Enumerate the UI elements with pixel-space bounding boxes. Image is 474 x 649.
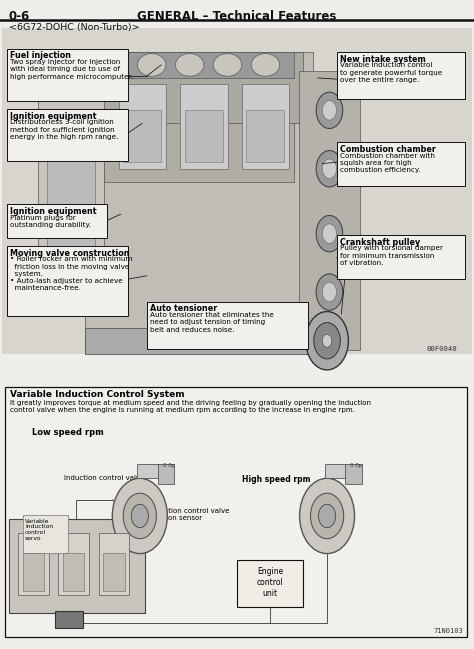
FancyBboxPatch shape [47,110,95,292]
FancyBboxPatch shape [180,84,228,169]
Circle shape [322,159,337,178]
Circle shape [314,323,340,359]
Circle shape [112,478,167,554]
Circle shape [316,274,343,310]
Text: 0 0p: 0 0p [163,463,175,468]
Text: Fuel injection: Fuel injection [10,51,72,60]
FancyBboxPatch shape [18,533,49,595]
Text: Variable induction control
to generate powerful torque
over the entire range.: Variable induction control to generate p… [340,62,442,83]
Ellipse shape [251,54,280,76]
Text: High speed rpm: High speed rpm [242,475,310,484]
Circle shape [319,504,336,528]
FancyBboxPatch shape [325,464,346,478]
FancyBboxPatch shape [99,533,129,595]
Text: Low speed rpm: Low speed rpm [32,428,104,437]
Text: 0-6: 0-6 [9,10,30,23]
Circle shape [316,326,343,362]
Circle shape [300,478,355,554]
FancyBboxPatch shape [9,519,145,613]
Circle shape [322,334,332,347]
Ellipse shape [175,54,204,76]
Text: Ignition equipment: Ignition equipment [10,207,97,216]
Text: Engine
control
unit: Engine control unit [257,567,283,598]
Text: Combustion chamber with
squish area for high
combustion efficiency.: Combustion chamber with squish area for … [340,153,435,173]
Text: Combustion chamber: Combustion chamber [340,145,436,154]
Text: 0 0p: 0 0p [350,463,362,468]
FancyBboxPatch shape [104,52,294,78]
Circle shape [316,151,343,187]
FancyBboxPatch shape [137,464,159,478]
FancyBboxPatch shape [237,560,303,607]
Text: • Roller rocker arm with minimum
  friction loss in the moving valve
  system.
•: • Roller rocker arm with minimum frictio… [10,256,133,291]
FancyBboxPatch shape [85,328,313,354]
FancyBboxPatch shape [7,109,128,161]
Text: Crankshaft pulley: Crankshaft pulley [340,238,420,247]
FancyBboxPatch shape [5,387,467,637]
FancyBboxPatch shape [337,142,465,186]
FancyBboxPatch shape [104,71,294,182]
FancyBboxPatch shape [63,553,84,591]
FancyBboxPatch shape [58,533,89,595]
FancyBboxPatch shape [103,553,125,591]
FancyBboxPatch shape [118,84,166,169]
Text: Variable
induction
control
servo: Variable induction control servo [25,519,53,541]
FancyBboxPatch shape [7,204,107,238]
FancyBboxPatch shape [23,515,68,553]
Text: Auto tensioner: Auto tensioner [150,304,218,313]
FancyBboxPatch shape [242,84,289,169]
Ellipse shape [213,54,242,76]
FancyBboxPatch shape [158,464,174,484]
Circle shape [316,92,343,129]
Text: Induction control valve
position sensor: Induction control valve position sensor [149,508,230,521]
Circle shape [310,493,344,539]
Text: GENERAL – Technical Features: GENERAL – Technical Features [137,10,337,23]
FancyBboxPatch shape [23,553,44,591]
FancyBboxPatch shape [55,611,83,628]
Circle shape [306,312,348,370]
Text: Ignition equipment: Ignition equipment [10,112,97,121]
FancyBboxPatch shape [246,110,284,162]
Circle shape [322,334,337,354]
FancyBboxPatch shape [185,110,223,162]
Text: New intake system: New intake system [340,55,426,64]
Text: Distributorless 3-coil ignition
method for sufficient ignition
energy in the hig: Distributorless 3-coil ignition method f… [10,119,119,140]
Text: 71N0103: 71N0103 [433,628,463,634]
Ellipse shape [137,54,166,76]
Text: <6G72-DOHC (Non-Turbo)>: <6G72-DOHC (Non-Turbo)> [9,23,139,32]
FancyBboxPatch shape [299,71,360,350]
Text: Variable Induction Control System: Variable Induction Control System [10,390,185,399]
Text: Moving valve construction: Moving valve construction [10,249,130,258]
Circle shape [322,224,337,243]
FancyBboxPatch shape [337,235,465,279]
Text: Platinum plugs for
outstanding durability.: Platinum plugs for outstanding durabilit… [10,215,91,228]
Text: Auto tensioner that eliminates the
need to adjust tension of timing
belt and red: Auto tensioner that eliminates the need … [150,312,274,333]
Text: 00F0040: 00F0040 [427,346,457,352]
Text: Pulley with torsional damper
for minimum transmission
of vibration.: Pulley with torsional damper for minimum… [340,245,443,266]
Circle shape [123,493,156,539]
FancyBboxPatch shape [337,52,465,99]
Text: Induction control valve: Induction control valve [64,475,145,481]
Circle shape [322,282,337,302]
Circle shape [322,101,337,120]
FancyBboxPatch shape [85,52,313,350]
Text: Two spray injector for injection
with ideal timing due to use of
high performanc: Two spray injector for injection with id… [10,59,134,80]
Circle shape [131,504,148,528]
FancyBboxPatch shape [38,84,104,312]
FancyBboxPatch shape [147,302,308,349]
FancyBboxPatch shape [2,28,472,354]
FancyBboxPatch shape [345,464,362,484]
FancyBboxPatch shape [7,246,128,316]
Text: It greatly improves torque at medium speed and the driving feeling by gradually : It greatly improves torque at medium spe… [10,400,372,413]
FancyBboxPatch shape [95,52,303,123]
FancyBboxPatch shape [7,49,128,101]
FancyBboxPatch shape [123,110,161,162]
Circle shape [316,215,343,252]
